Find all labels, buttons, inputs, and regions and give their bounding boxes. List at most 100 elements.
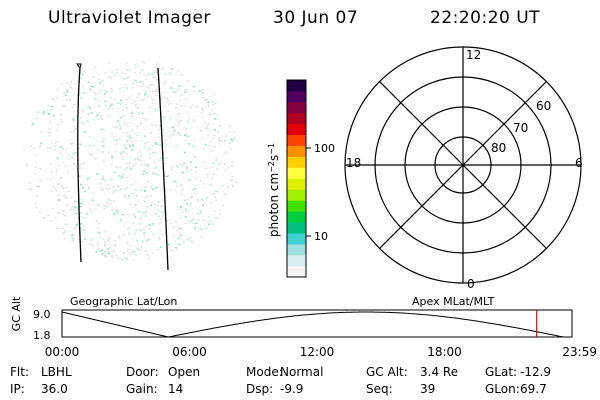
disk-speckle [57, 199, 60, 201]
disk-speckle [205, 125, 208, 128]
disk-speckle [68, 158, 71, 160]
disk-speckle [140, 164, 143, 166]
disk-speckle [103, 251, 106, 253]
disk-speckle [198, 90, 201, 92]
info-value: 39 [420, 382, 436, 396]
disk-speckle [34, 154, 37, 156]
disk-speckle [57, 164, 60, 166]
disk-speckle [156, 63, 159, 65]
disk-speckle [139, 114, 142, 116]
disk-speckle [127, 76, 130, 78]
colorbar-tick-label-10: 10 [314, 230, 328, 243]
disk-speckle [59, 151, 62, 154]
disk-speckle [195, 166, 197, 168]
disk-speckle [108, 252, 111, 255]
disk-speckle [148, 255, 151, 257]
disk-speckle [51, 97, 54, 100]
disk-speckle [114, 99, 117, 101]
disk-speckle [175, 90, 178, 92]
disk-speckle [159, 98, 162, 100]
timeline-x-label: 18:00 [427, 345, 462, 359]
disk-speckle [134, 181, 137, 183]
disk-speckle [182, 241, 185, 243]
disk-speckle [158, 159, 161, 162]
disk-speckle [169, 188, 172, 191]
disk-speckle [184, 208, 187, 211]
disk-speckle [108, 187, 111, 190]
disk-speckle [58, 227, 61, 230]
disk-speckle [157, 174, 160, 176]
disk-speckle [200, 130, 203, 132]
disk-speckle [175, 145, 178, 147]
disk-speckle [143, 232, 146, 234]
disk-speckle [102, 151, 105, 153]
disk-speckle [85, 145, 88, 147]
colorbar-segment [287, 189, 306, 201]
disk-speckle [212, 173, 215, 175]
disk-speckle [201, 161, 203, 164]
disk-speckle [164, 162, 167, 165]
disk-speckle [176, 230, 179, 232]
disk-speckle [188, 117, 191, 120]
disk-speckle [151, 188, 154, 190]
disk-speckle [124, 123, 127, 126]
disk-speckle [224, 136, 227, 138]
disk-speckle [37, 186, 40, 188]
disk-speckle [195, 177, 198, 180]
disk-speckle [137, 112, 140, 114]
disk-speckle [50, 109, 53, 111]
disk-speckle [136, 125, 139, 127]
disk-speckle [134, 66, 137, 69]
disk-speckle [123, 225, 126, 227]
disk-speckle [50, 106, 53, 108]
disk-speckle [74, 83, 77, 85]
disk-speckle [141, 140, 144, 142]
disk-speckle [101, 118, 104, 120]
disk-speckle [225, 151, 228, 153]
disk-speckle [80, 227, 82, 230]
disk-speckle [202, 89, 205, 91]
disk-speckle [129, 168, 132, 170]
disk-speckle [107, 76, 110, 78]
disk-speckle [158, 223, 161, 225]
disk-speckle [54, 149, 56, 151]
disk-speckle [125, 86, 128, 88]
disk-speckle [137, 157, 140, 160]
disk-speckle [170, 168, 173, 171]
disk-speckle [153, 212, 156, 215]
disk-speckle [88, 188, 91, 190]
disk-speckle [179, 217, 182, 220]
disk-speckle [117, 102, 120, 104]
disk-speckle [147, 86, 150, 89]
disk-speckle [111, 103, 114, 105]
disk-speckle [128, 244, 131, 247]
disk-speckle [213, 135, 216, 137]
disk-speckle [190, 196, 193, 198]
disk-speckle [180, 163, 183, 165]
info-key: Mode: [246, 365, 283, 379]
disk-speckle [187, 238, 189, 241]
disk-speckle [137, 65, 140, 68]
disk-speckle [40, 131, 42, 134]
disk-speckle [164, 146, 167, 148]
disk-speckle [102, 84, 105, 87]
disk-speckle [206, 134, 209, 137]
disk-speckle [55, 227, 58, 230]
disk-speckle [160, 157, 163, 159]
disk-speckle [176, 88, 179, 90]
disk-speckle [146, 206, 149, 208]
disk-speckle [198, 228, 201, 230]
disk-speckle [71, 117, 74, 119]
disk-speckle [166, 175, 168, 178]
disk-speckle [98, 74, 101, 76]
disk-speckle [65, 148, 68, 150]
info-value: 3.4 Re [420, 365, 459, 379]
disk-speckle [129, 157, 132, 159]
disk-speckle [162, 135, 165, 137]
disk-speckle [231, 185, 234, 188]
disk-speckle [88, 88, 91, 91]
disk-speckle [139, 215, 142, 218]
disk-speckle [110, 178, 113, 181]
polar-diagonal-2 [379, 81, 547, 249]
disk-speckle [129, 136, 132, 138]
